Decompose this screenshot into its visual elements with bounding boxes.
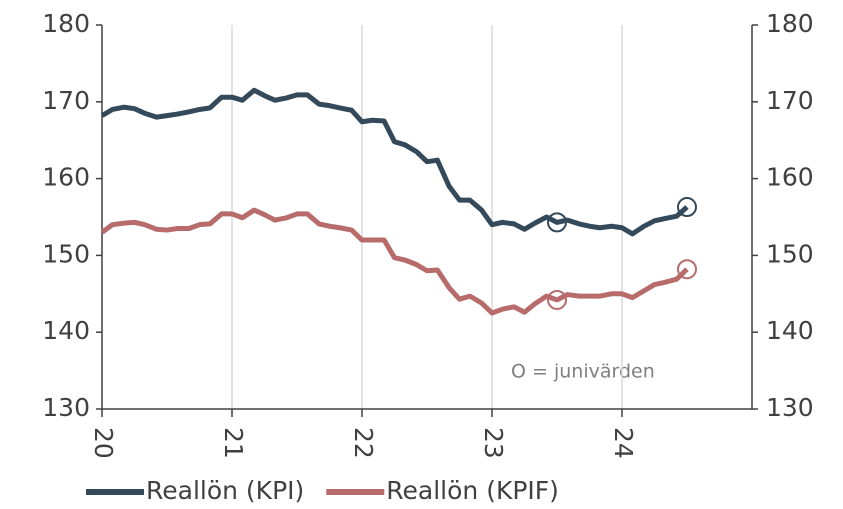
legend-label: Reallön (KPIF) — [386, 476, 559, 505]
legend-item: Reallön (KPI) — [86, 476, 304, 505]
x-tick-label: 23 — [479, 427, 508, 459]
highlight-marker — [547, 212, 567, 233]
legend-item: Reallön (KPIF) — [326, 476, 559, 505]
series-line — [100, 87, 689, 237]
y-tick-label: 160 — [42, 163, 90, 192]
y-tick-label: 180 — [42, 9, 90, 38]
series-line — [100, 207, 689, 316]
annotation: O = junivärden — [511, 361, 655, 383]
y2-tick-label: 150 — [766, 239, 814, 268]
y2-tick-label: 140 — [766, 316, 814, 345]
legend-label: Reallön (KPI) — [146, 476, 304, 505]
highlight-marker — [677, 197, 697, 218]
y-tick-label: 130 — [42, 393, 90, 422]
x-tick-label: 20 — [89, 427, 118, 459]
y2-tick-label: 130 — [766, 393, 814, 422]
x-tick-label: 22 — [349, 427, 378, 459]
highlight-marker — [547, 289, 567, 310]
y-tick-label: 150 — [42, 239, 90, 268]
x-tick-label: 21 — [219, 427, 248, 459]
y-tick-label: 140 — [42, 316, 90, 345]
y2-tick-label: 180 — [766, 9, 814, 38]
y2-tick-label: 160 — [766, 163, 814, 192]
x-tick-label: 24 — [609, 427, 638, 459]
y2-tick-label: 170 — [766, 86, 814, 115]
y-tick-label: 170 — [42, 86, 90, 115]
highlight-marker — [677, 259, 697, 280]
